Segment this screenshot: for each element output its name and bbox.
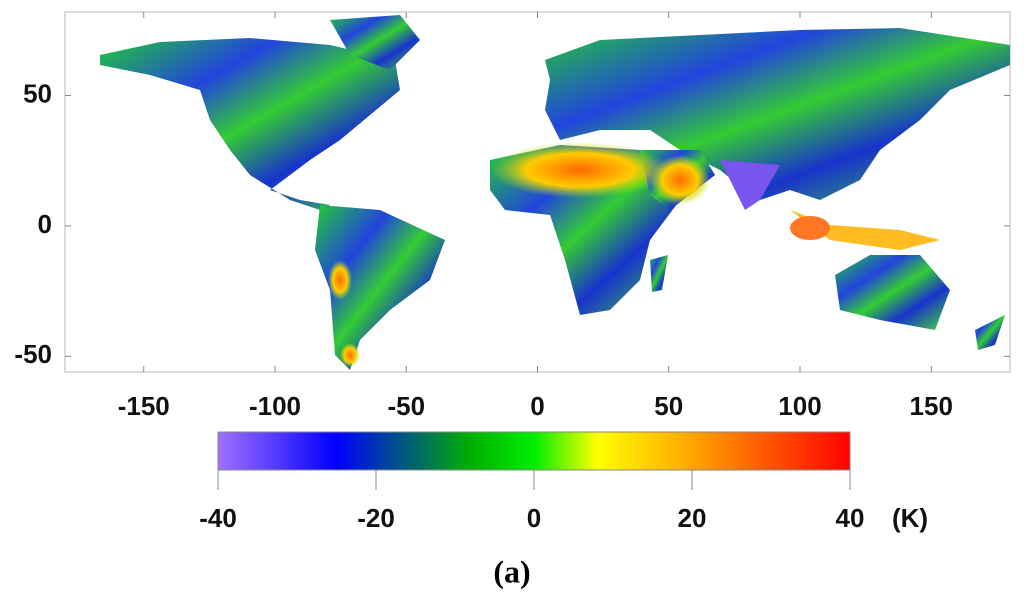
x-tick-label: -100	[249, 391, 301, 421]
x-tick-label: -50	[387, 391, 425, 421]
x-tick-label: 100	[778, 391, 821, 421]
x-tick-label: 150	[910, 391, 953, 421]
y-tick-label: -50	[14, 339, 52, 369]
colorbar-tick-label: -20	[357, 503, 395, 533]
x-tick-label: 50	[654, 391, 683, 421]
colorbar	[217, 431, 851, 471]
hot-spots	[328, 142, 940, 367]
colorbar-tick-label: 0	[527, 503, 541, 533]
x-tick-label: -150	[118, 391, 170, 421]
y-tick-label: 50	[23, 78, 52, 108]
caption: (a)	[493, 553, 530, 589]
colorbar-tick-label: -40	[199, 503, 237, 533]
x-tick-label: 0	[530, 391, 544, 421]
colorbar-unit: (K)	[892, 503, 928, 533]
colorbar-tick-label: 40	[836, 503, 865, 533]
colorbar-tick-label: 20	[678, 503, 707, 533]
y-tick-label: 0	[38, 209, 52, 239]
